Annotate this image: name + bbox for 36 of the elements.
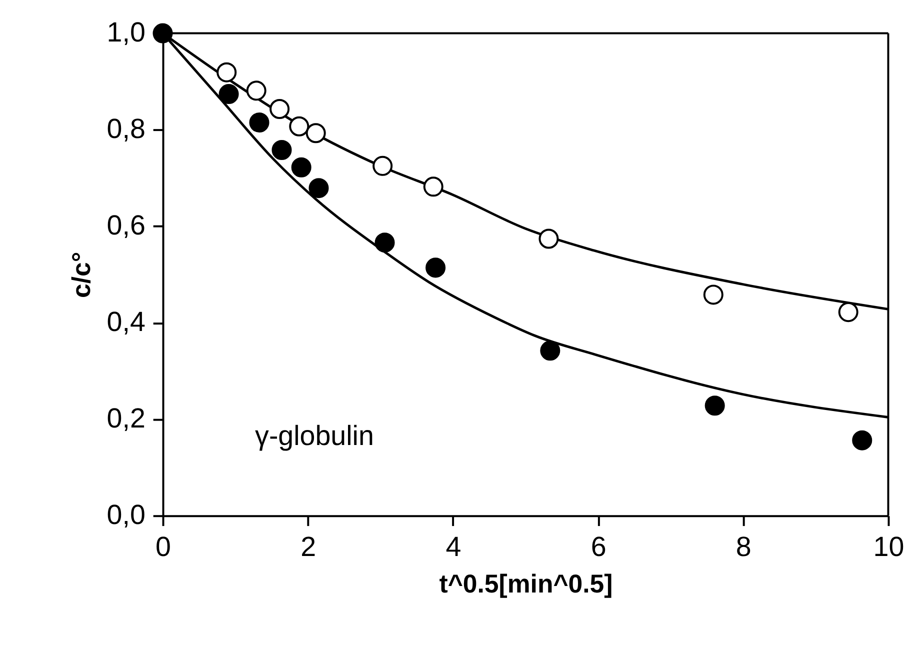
x-tick-label: 4 [446, 530, 462, 562]
point [249, 112, 270, 133]
point [272, 140, 292, 160]
point [540, 340, 560, 361]
point [270, 99, 290, 119]
x-tick-label: 10 [873, 530, 904, 562]
point [306, 123, 326, 144]
y-tick-label: 0,6 [106, 210, 146, 241]
point [838, 302, 858, 322]
point [423, 176, 444, 197]
point [374, 232, 395, 253]
x-tick-label: 2 [300, 530, 316, 562]
point [291, 157, 312, 178]
y-axis-title: c/c° [68, 252, 96, 298]
point [704, 396, 725, 416]
point [246, 80, 266, 101]
point [426, 258, 446, 278]
point [152, 23, 173, 44]
point [538, 228, 559, 249]
y-tick-label: 0,4 [106, 306, 146, 338]
y-tick-label: 0,2 [106, 402, 146, 434]
point [216, 62, 237, 82]
x-tick-label: 6 [590, 530, 606, 562]
point [308, 178, 329, 198]
point [852, 430, 872, 450]
x-tick-label: 0 [156, 530, 171, 562]
annotation: γ-globulin [255, 420, 374, 452]
point [703, 284, 724, 305]
y-tick-label: 0,8 [106, 113, 146, 144]
x-tick-label: 8 [736, 530, 752, 562]
point [372, 156, 393, 176]
y-tick-label: 0,0 [106, 499, 146, 530]
point [218, 84, 239, 104]
x-axis-title: t^0.5[min^0.5] [439, 570, 613, 599]
point [289, 116, 310, 136]
y-tick-label: 1,0 [106, 16, 146, 48]
